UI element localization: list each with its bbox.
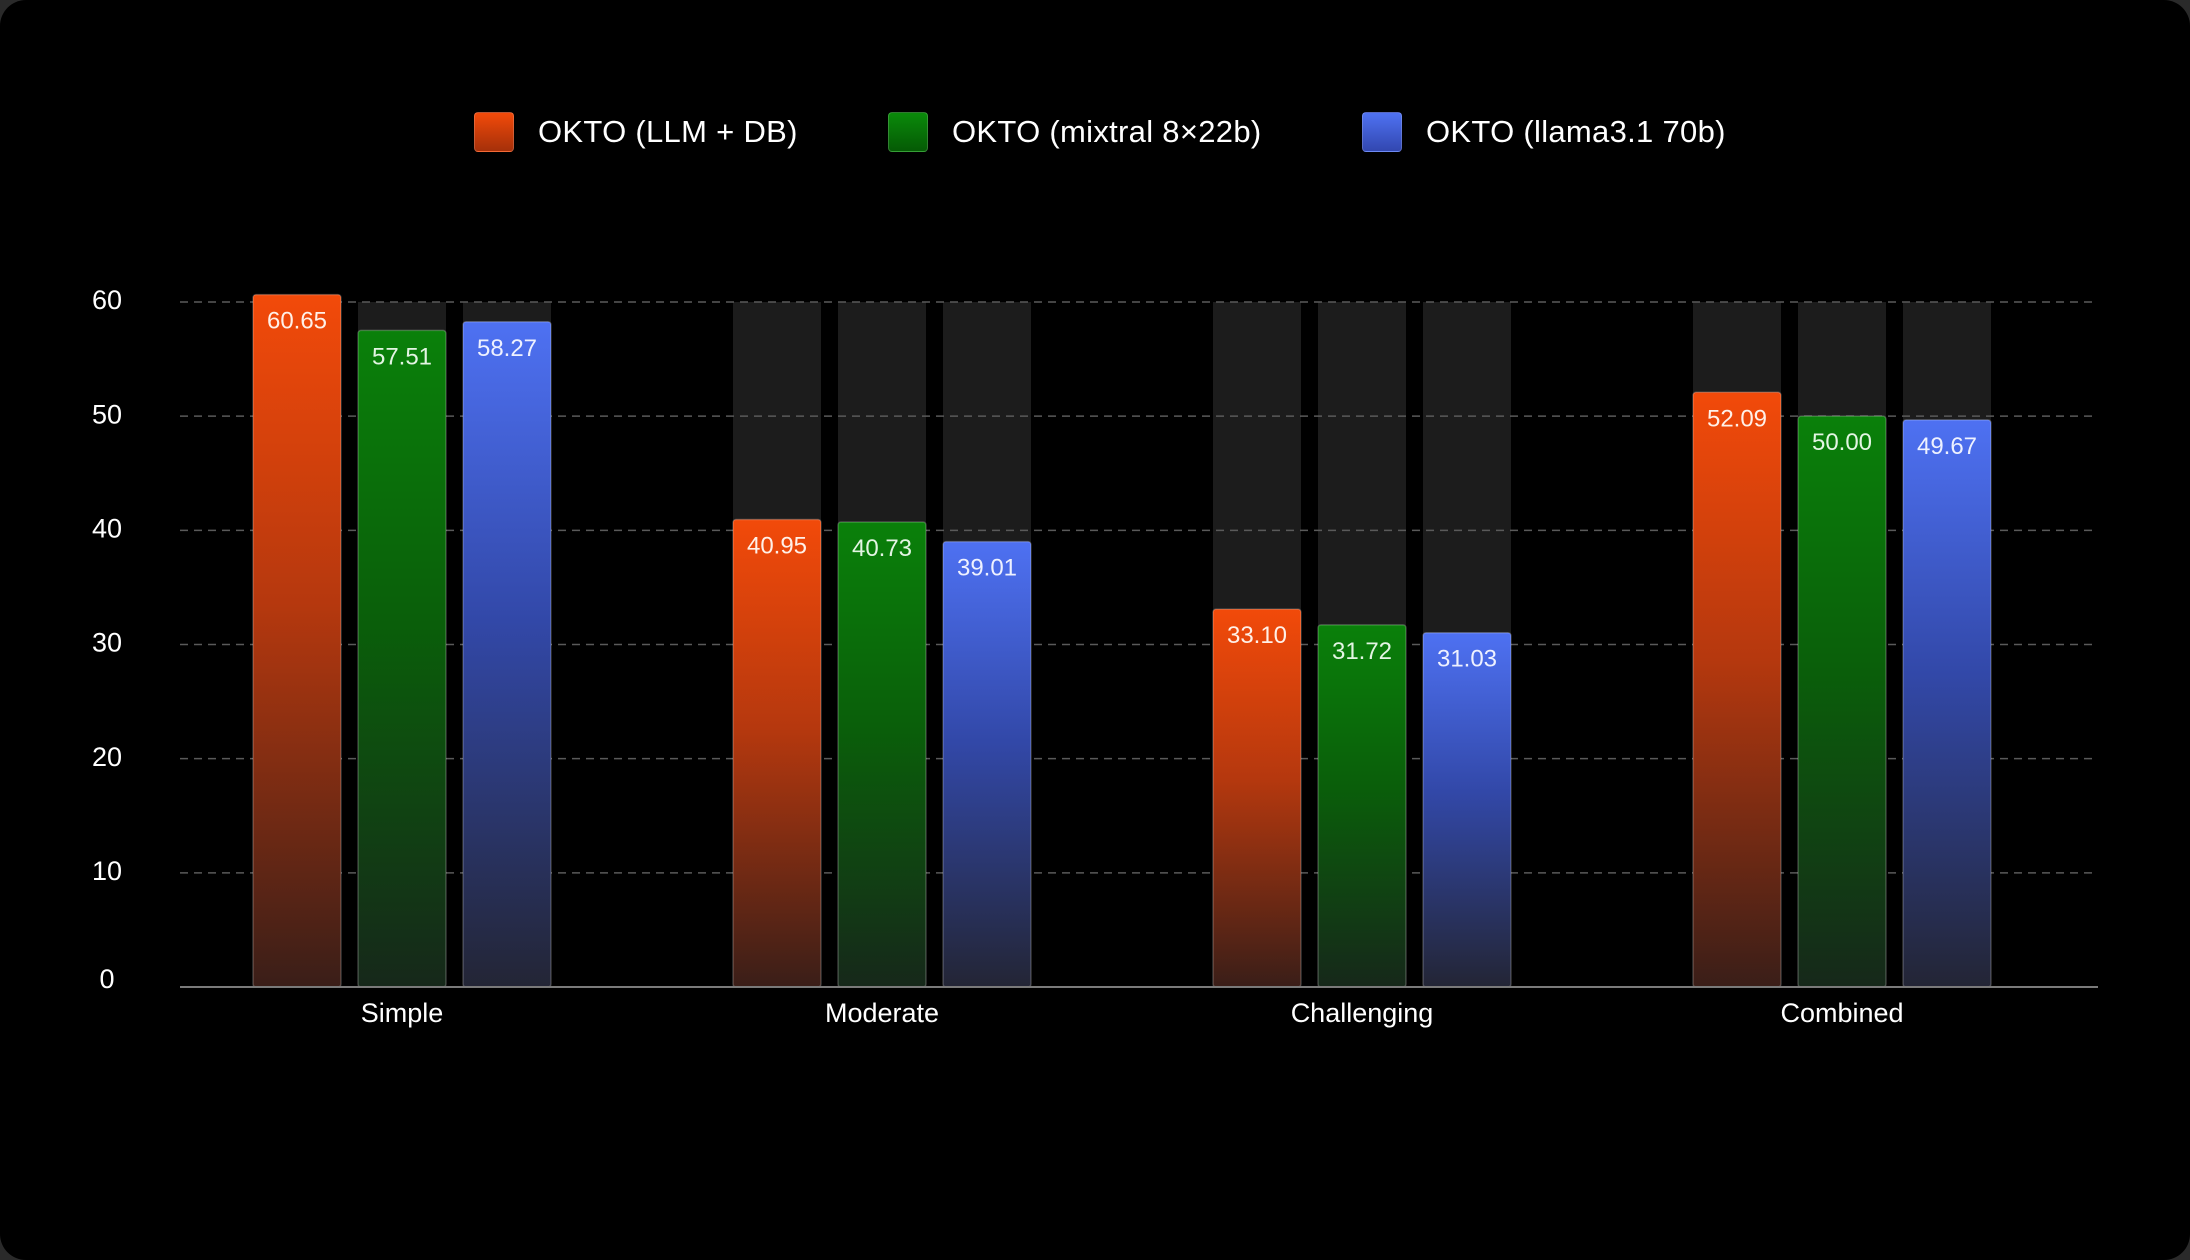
- legend-label: OKTO (llama3.1 70b): [1426, 114, 1726, 149]
- bar-simple-series-1[interactable]: [252, 293, 342, 988]
- bar-simple-series-2[interactable]: [357, 329, 447, 988]
- y-tick-label: 30: [92, 628, 122, 658]
- x-tick-label: Moderate: [825, 998, 939, 1028]
- bar-value-label: 60.65: [267, 308, 327, 335]
- chart-legend: OKTO (LLM + DB) OKTO (mixtral 8×22b) OKT…: [0, 104, 2190, 160]
- bar-combined-series-3[interactable]: [1902, 419, 1992, 988]
- bar-combined-series-2[interactable]: [1797, 415, 1887, 988]
- bar-value-label: 31.72: [1332, 638, 1392, 665]
- legend-swatch-okto-llm-db: [474, 112, 514, 152]
- y-tick-label: 20: [92, 742, 122, 772]
- x-tick-label: Challenging: [1291, 998, 1434, 1028]
- bar-combined-series-1[interactable]: [1692, 391, 1782, 988]
- legend-item-okto-mixtral[interactable]: OKTO (mixtral 8×22b): [888, 104, 1262, 160]
- bar-value-label: 50.00: [1812, 429, 1872, 456]
- bar-value-label: 52.09: [1707, 405, 1767, 432]
- legend-label: OKTO (mixtral 8×22b): [952, 114, 1262, 149]
- bar-value-label: 33.10: [1227, 622, 1287, 649]
- bar-value-label: 58.27: [477, 335, 537, 362]
- bar-value-label: 31.03: [1437, 646, 1497, 673]
- y-tick-label: 60: [92, 285, 122, 315]
- bar-layer: [252, 293, 1992, 988]
- bar-simple-series-3[interactable]: [462, 321, 552, 988]
- label-layer: 60.65 40.95 33.10 52.09 57.51 40.73 31.72 50.00…: [267, 308, 1977, 673]
- legend-item-okto-llm-db[interactable]: OKTO (LLM + DB): [474, 104, 798, 160]
- x-tick-label: Simple: [361, 998, 444, 1028]
- y-tick-label: 10: [92, 856, 122, 886]
- legend-label: OKTO (LLM + DB): [538, 114, 798, 149]
- bar-challenging-series-2[interactable]: [1317, 624, 1407, 988]
- y-tick-label: 40: [92, 513, 122, 543]
- y-tick-label: 50: [92, 399, 122, 429]
- x-tick-label: Combined: [1780, 998, 1903, 1028]
- legend-swatch-okto-mixtral: [888, 112, 928, 152]
- bar-moderate-series-2[interactable]: [837, 521, 927, 988]
- legend-item-okto-llama[interactable]: OKTO (llama3.1 70b): [1362, 104, 1726, 160]
- bar-moderate-series-3[interactable]: [942, 540, 1032, 988]
- legend-swatch-okto-llama: [1362, 112, 1402, 152]
- bar-value-label: 40.95: [747, 532, 807, 559]
- bar-value-label: 40.73: [852, 535, 912, 562]
- y-tick-label: 0: [99, 964, 114, 994]
- bar-challenging-series-3[interactable]: [1422, 631, 1512, 988]
- axis-layer: 0 10 20 30 40 50 60 Simple Moderate Challenging Co…: [92, 285, 2098, 1028]
- bar-value-label: 49.67: [1917, 433, 1977, 460]
- bar-challenging-series-1[interactable]: [1212, 608, 1302, 988]
- bar-value-label: 39.01: [957, 555, 1017, 582]
- bar-value-label: 57.51: [372, 343, 432, 370]
- bar-moderate-series-1[interactable]: [732, 518, 822, 988]
